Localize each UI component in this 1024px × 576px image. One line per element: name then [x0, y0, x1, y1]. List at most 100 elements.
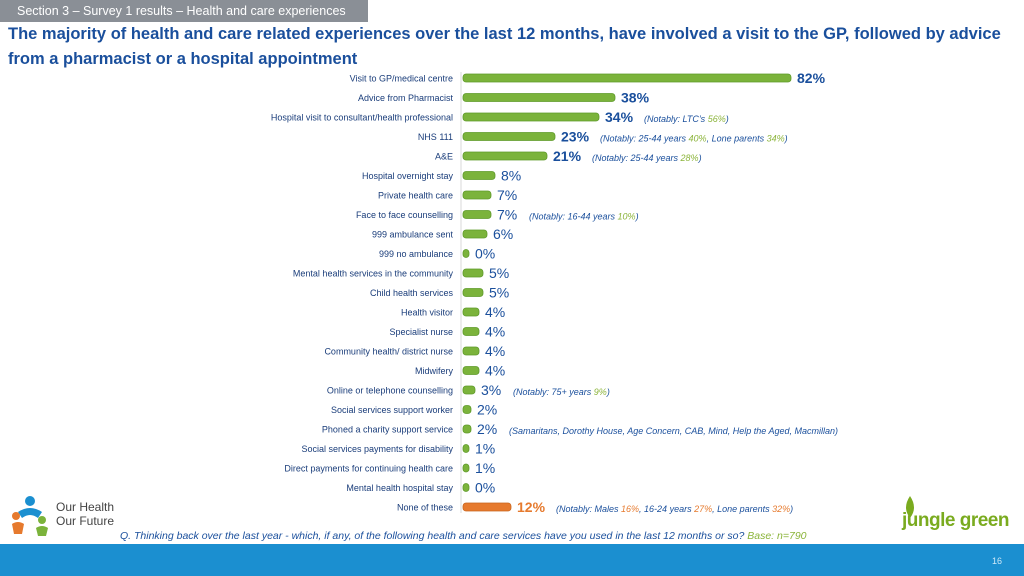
bar: [462, 112, 600, 122]
our-health-our-future-logo: Our Health Our Future: [8, 494, 148, 542]
category-label: Hospital visit to consultant/health prof…: [271, 113, 453, 123]
value-label: 21%: [553, 148, 582, 164]
people-icon: [12, 496, 48, 536]
category-label: Health visitor: [401, 308, 453, 318]
category-label: Mental health services in the community: [293, 269, 454, 279]
base-size: Base: n=790: [747, 530, 807, 542]
annotation-part: ): [635, 212, 639, 222]
category-label: Private health care: [378, 191, 453, 201]
bar: [462, 93, 616, 102]
annotation-part: (Notably: 16-44 years: [529, 212, 618, 222]
annotation-part: 28%: [680, 153, 699, 163]
annotation-part: 56%: [708, 114, 726, 124]
category-label: Midwifery: [415, 366, 454, 376]
value-label: 0%: [475, 246, 495, 262]
bar: [462, 327, 480, 336]
category-label: Face to face counselling: [356, 210, 453, 220]
bar: [462, 502, 512, 512]
bar: [462, 190, 492, 200]
annotation-part: 32%: [772, 504, 790, 514]
bar: [462, 288, 484, 297]
value-label: 4%: [485, 304, 505, 320]
bar: [462, 366, 480, 375]
category-label: NHS 111: [418, 132, 453, 142]
value-label: 4%: [485, 363, 505, 379]
question-text: Q. Thinking back over the last year - wh…: [120, 530, 745, 542]
value-label: 38%: [621, 90, 650, 106]
section-tab: Section 3 – Survey 1 results – Health an…: [0, 0, 368, 22]
annotation-part: , Lone parents: [712, 504, 772, 514]
bar: [462, 424, 472, 434]
annotation-part: (Samaritans, Dorothy House, Age Concern,…: [509, 426, 838, 436]
category-label: Social services support worker: [331, 405, 453, 415]
logo-left-text: Our Health Our Future: [56, 500, 115, 528]
value-label: 5%: [489, 265, 509, 281]
annotation-note: (Notably: 16-44 years 10%): [529, 212, 639, 222]
value-label: 1%: [475, 460, 495, 476]
category-label: Community health/ district nurse: [324, 347, 453, 357]
category-label: 999 no ambulance: [379, 249, 453, 259]
jungle-green-logo: jungle green: [898, 496, 1016, 540]
value-label: 23%: [561, 129, 590, 145]
annotation-part: 10%: [618, 212, 636, 222]
value-label: 5%: [489, 285, 509, 301]
annotation-note: (Notably: 75+ years 9%): [513, 387, 610, 397]
category-label: Phoned a charity support service: [322, 425, 453, 435]
value-label: 7%: [497, 187, 517, 203]
footer-bar: 16: [0, 544, 1024, 576]
annotation-part: (Notably: 75+ years: [513, 387, 594, 397]
logo-right-text: jungle green: [902, 510, 1009, 531]
value-label: 6%: [493, 226, 513, 242]
value-label: 8%: [501, 168, 521, 184]
category-label: Child health services: [370, 288, 454, 298]
value-label: 7%: [497, 207, 517, 223]
annotation-part: 16%: [621, 504, 639, 514]
value-label: 3%: [481, 382, 501, 398]
annotation-note: (Notably: LTC’s 56%): [644, 114, 729, 124]
bar: [462, 268, 484, 278]
annotation-part: ): [789, 504, 793, 514]
category-label: Visit to GP/medical centre: [350, 74, 453, 84]
annotation-part: , 16-24 years: [639, 504, 694, 514]
annotation-part: (Notably: 25-44 years: [600, 134, 689, 144]
bar: [462, 151, 548, 161]
category-label: Advice from Pharmacist: [358, 93, 454, 103]
bar: [462, 483, 470, 492]
category-label: Direct payments for continuing health ca…: [284, 464, 453, 474]
annotation-part: ): [725, 114, 729, 124]
page-title: The majority of health and care related …: [8, 25, 1001, 68]
category-label: None of these: [397, 503, 453, 513]
category-label: Social services payments for disability: [301, 444, 453, 454]
annotation-part: 40%: [689, 134, 707, 144]
bar: [462, 307, 480, 317]
bar: [462, 463, 470, 473]
bar: [462, 249, 470, 258]
page-number: 16: [991, 556, 1002, 566]
annotation-note: (Notably: 25-44 years 40%, Lone parents …: [600, 134, 788, 144]
value-label: 2%: [477, 421, 497, 437]
annotation-part: ): [698, 153, 702, 163]
annotation-part: 34%: [767, 134, 785, 144]
bar: [462, 346, 480, 356]
value-label: 4%: [485, 324, 505, 340]
value-label: 82%: [797, 70, 826, 86]
bar: [462, 210, 492, 219]
bar: [462, 385, 476, 395]
annotation-part: 27%: [693, 504, 712, 514]
value-label: 0%: [475, 480, 495, 496]
annotation-note: (Notably: Males 16%, 16-24 years 27%, Lo…: [556, 504, 793, 514]
value-label: 1%: [475, 441, 495, 457]
annotation-note: (Samaritans, Dorothy House, Age Concern,…: [509, 426, 838, 436]
bar: [462, 73, 792, 83]
value-label: 4%: [485, 343, 505, 359]
bar: [462, 132, 556, 141]
annotation-part: , Lone parents: [707, 134, 767, 144]
annotation-part: (Notably: LTC’s: [644, 114, 708, 124]
category-label: Specialist nurse: [389, 327, 453, 337]
annotation-part: (Notably: Males: [556, 504, 621, 514]
survey-question: Q. Thinking back over the last year - wh…: [120, 530, 807, 542]
value-label: 2%: [477, 402, 497, 418]
category-label: 999 ambulance sent: [372, 230, 454, 240]
category-label: Mental health hospital stay: [346, 483, 453, 493]
